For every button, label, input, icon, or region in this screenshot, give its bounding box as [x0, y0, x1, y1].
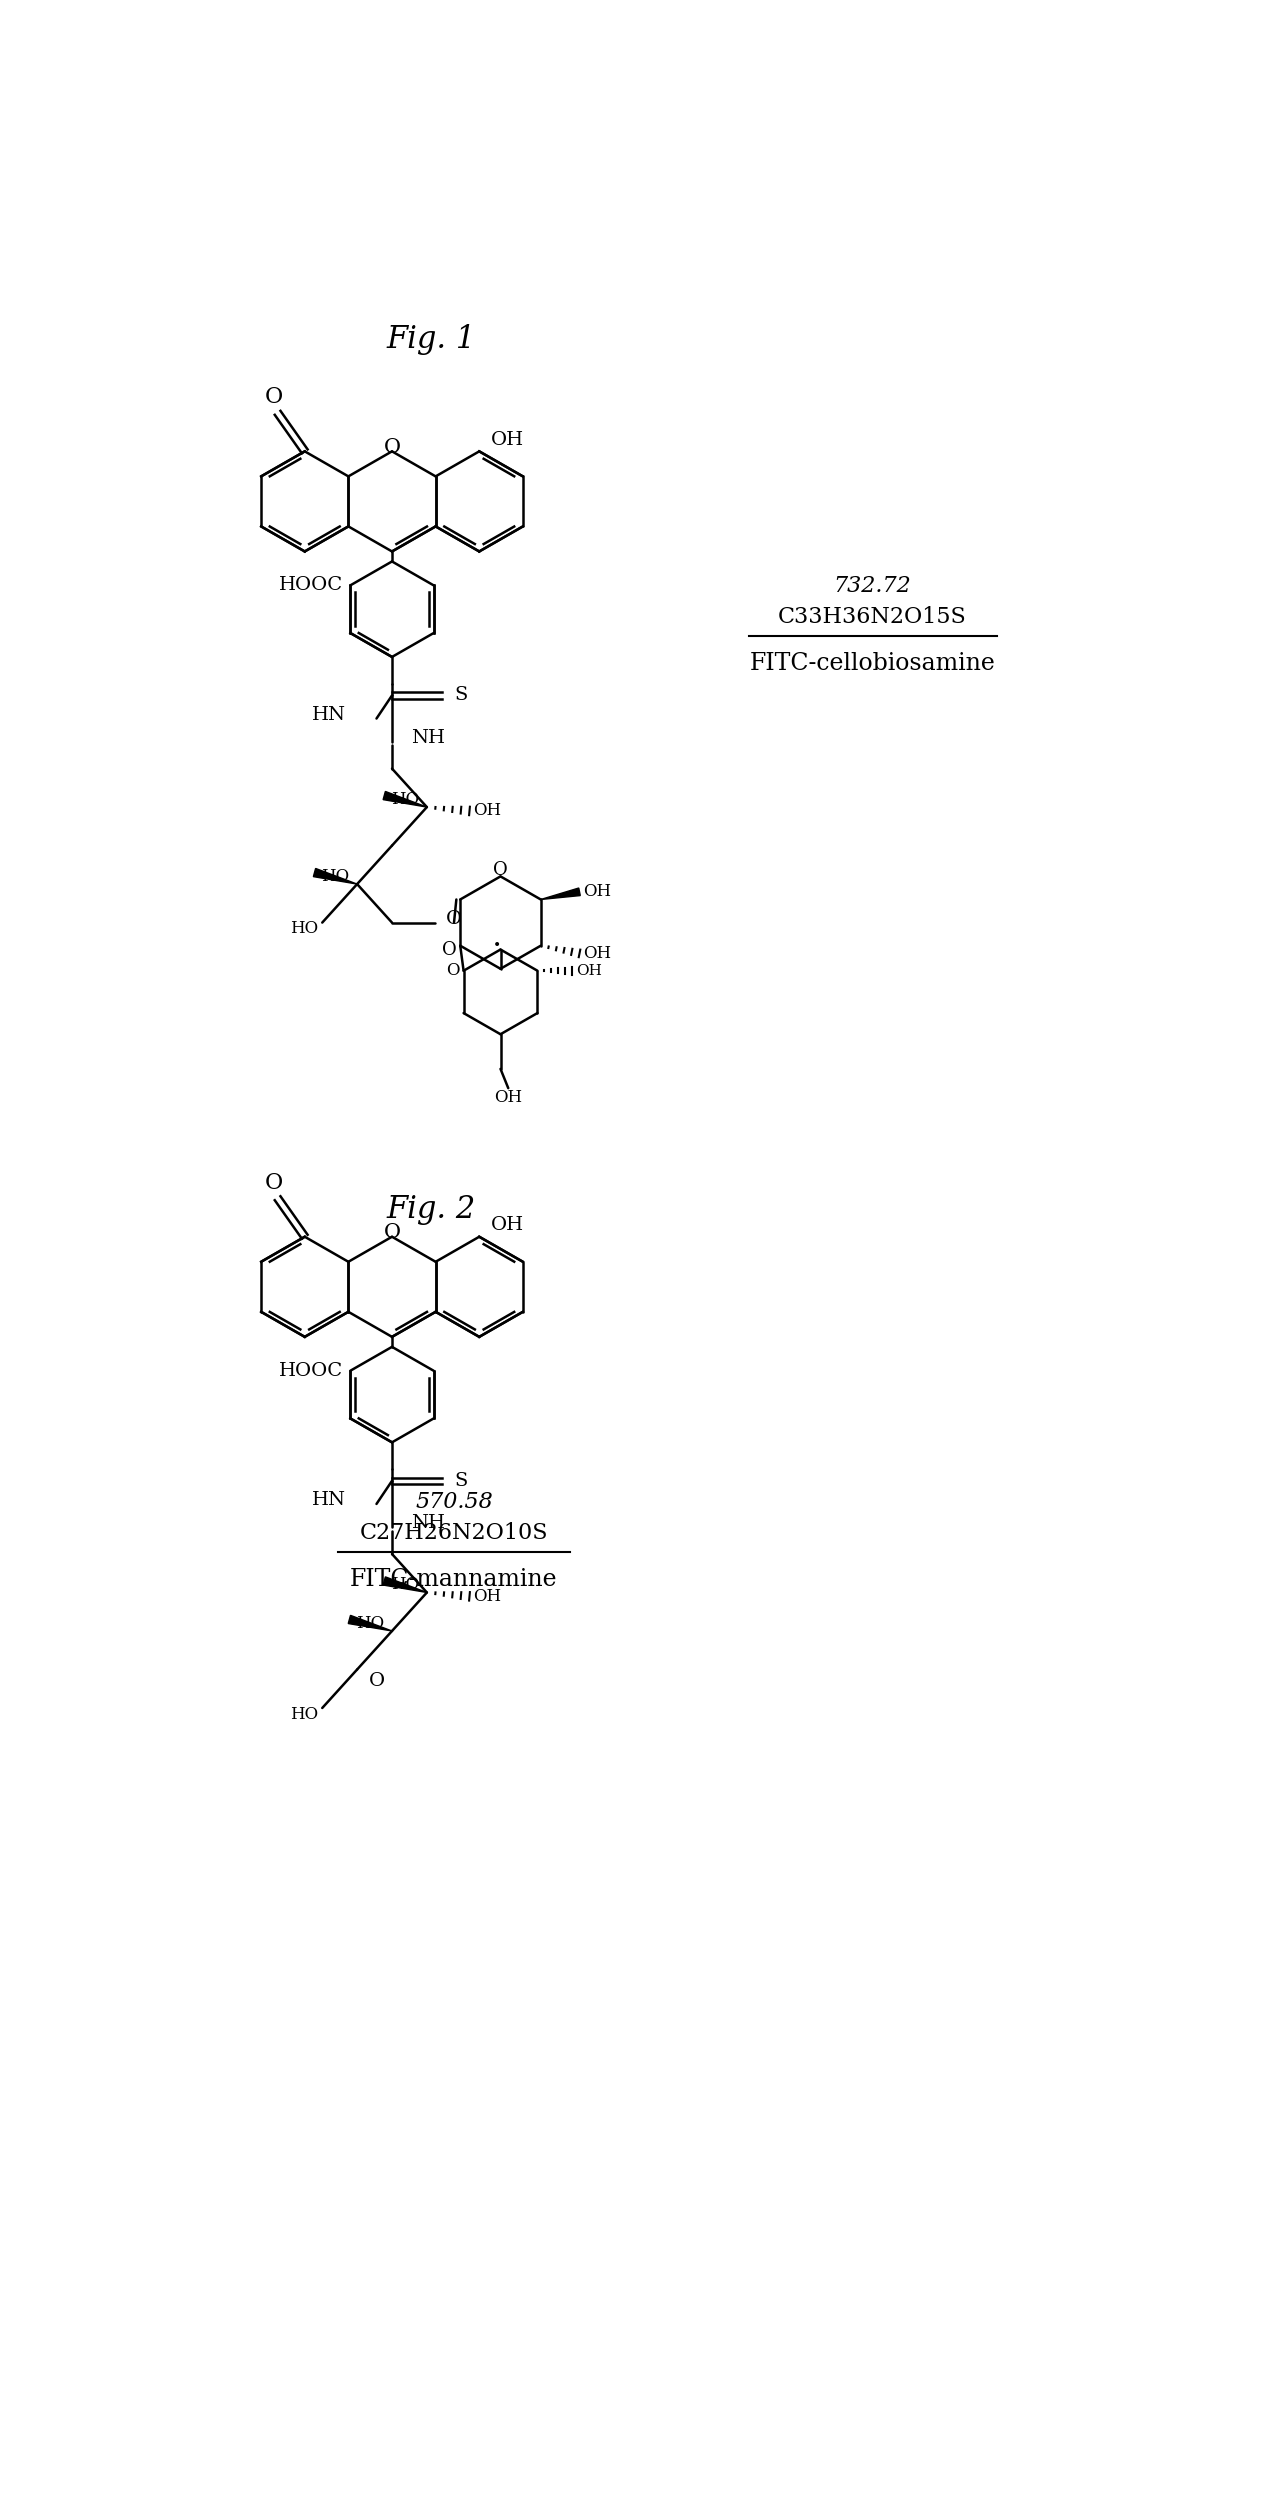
Text: Fig. 2: Fig. 2	[387, 1195, 476, 1225]
Text: 732.72: 732.72	[833, 575, 911, 597]
Text: O: O	[369, 1672, 385, 1689]
Polygon shape	[383, 1576, 427, 1591]
Text: OH: OH	[577, 964, 602, 979]
Text: HO: HO	[290, 1707, 319, 1722]
Polygon shape	[348, 1616, 392, 1632]
Text: OH: OH	[491, 1217, 524, 1235]
Text: O: O	[447, 909, 462, 929]
Text: S: S	[454, 1471, 467, 1491]
Polygon shape	[541, 889, 581, 899]
Text: HO: HO	[390, 1576, 419, 1594]
Text: NH: NH	[411, 728, 445, 748]
Text: Fig. 1: Fig. 1	[387, 324, 476, 356]
Text: OH: OH	[583, 884, 611, 901]
Polygon shape	[383, 791, 427, 808]
Text: HOOC: HOOC	[278, 1363, 343, 1380]
Text: OH: OH	[491, 432, 524, 449]
Text: •: •	[493, 939, 500, 954]
Text: NH: NH	[411, 1514, 445, 1531]
Text: HN: HN	[311, 1491, 346, 1509]
Text: O: O	[384, 1222, 401, 1242]
Text: S: S	[454, 685, 467, 705]
Text: HO: HO	[290, 921, 319, 936]
Text: HOOC: HOOC	[278, 577, 343, 595]
Text: OH: OH	[583, 944, 611, 961]
Text: FITC-mannamine: FITC-mannamine	[350, 1569, 558, 1591]
Text: O: O	[264, 387, 283, 409]
Text: HO: HO	[390, 791, 419, 808]
Text: 570.58: 570.58	[415, 1491, 493, 1514]
Text: OH: OH	[494, 1089, 522, 1107]
Text: HO: HO	[322, 868, 350, 886]
Text: O: O	[493, 861, 508, 878]
Text: O: O	[384, 439, 401, 457]
Text: C27H26N2O10S: C27H26N2O10S	[360, 1521, 549, 1544]
Text: OH: OH	[473, 1589, 501, 1604]
Text: O: O	[264, 1172, 283, 1195]
Text: OH: OH	[473, 803, 501, 818]
Text: HN: HN	[311, 705, 346, 723]
Text: O: O	[447, 961, 459, 979]
Text: O: O	[441, 941, 457, 959]
Text: HO: HO	[356, 1614, 384, 1632]
Text: FITC-cellobiosamine: FITC-cellobiosamine	[749, 653, 995, 675]
Text: C33H36N2O15S: C33H36N2O15S	[778, 605, 967, 628]
Polygon shape	[314, 868, 357, 884]
